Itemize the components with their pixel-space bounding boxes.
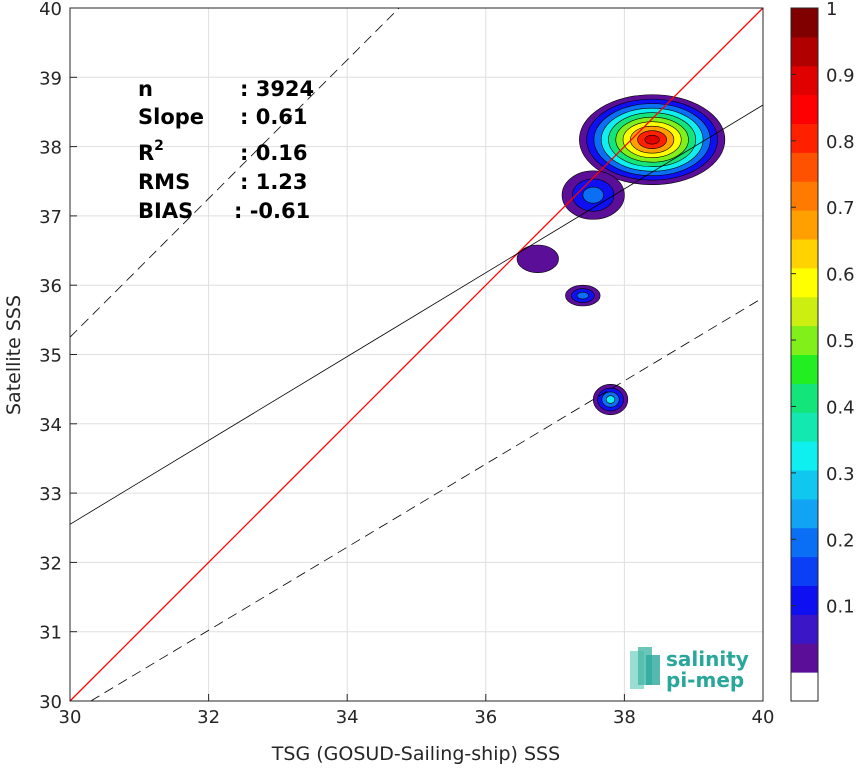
colorbar-segment <box>791 65 818 96</box>
logo-line1: salinity <box>666 647 749 671</box>
colorbar-tick-label: 0.3 <box>826 464 855 485</box>
one-to-one-line <box>69 7 764 702</box>
colorbar-segment <box>791 643 818 673</box>
density-contour-level <box>576 291 589 300</box>
colorbar-segment <box>791 94 818 124</box>
colorbar-segment <box>791 470 818 500</box>
density-contour-level <box>582 186 604 204</box>
logo-wave-icon <box>646 655 660 685</box>
y-tick-label: 30 <box>39 692 62 713</box>
stat-label: Slope <box>138 105 204 129</box>
colorbar-segment <box>791 210 818 240</box>
stats-box: n : 3924 Slope : 0.61 R2 : 0.16 RMS : 1.23 BIAS:… <box>138 77 314 223</box>
colorbar-segment <box>791 527 818 558</box>
colorbar-segment <box>791 556 818 586</box>
stat-label: RMS <box>138 170 190 194</box>
logo-line2: pi-mep <box>666 668 744 692</box>
y-tick-label: 32 <box>39 553 62 574</box>
colorbar-tick-label: 1 <box>826 0 837 20</box>
colorbar-segment <box>791 498 818 529</box>
stat-label: n <box>138 77 153 101</box>
colorbar-segment <box>791 123 818 153</box>
colorbar-tick-label: 0.6 <box>826 265 855 286</box>
regression-line <box>69 104 764 525</box>
stat-value: : 0.61 <box>240 105 308 129</box>
colorbar-segment <box>791 672 818 702</box>
y-tick-label: 37 <box>39 207 62 228</box>
stat-label: BIAS <box>138 199 193 223</box>
y-tick-label: 33 <box>39 484 62 505</box>
colorbar-segment <box>791 152 818 182</box>
colorbar-tick-label: 0.1 <box>826 597 855 618</box>
colorbar-segment <box>791 412 818 442</box>
y-axis-label: Satellite SSS <box>3 295 25 415</box>
x-axis-ticks: 30 32 34 36 38 40 <box>59 694 775 728</box>
stat-value: : 0.16 <box>240 141 308 165</box>
colorbar-segment <box>791 441 818 471</box>
density-contour-level <box>644 134 660 145</box>
y-tick-label: 38 <box>39 138 62 159</box>
density-contours <box>516 94 726 416</box>
colorbar-segment <box>791 239 818 269</box>
y-axis-ticks: 30 31 32 33 34 35 36 37 38 39 40 <box>39 0 77 713</box>
stat-value: : 1.23 <box>240 170 308 194</box>
x-tick-label: 40 <box>752 707 775 728</box>
colorbar-tick-label: 0.2 <box>826 530 855 551</box>
colorbar: 0.1 0.2 0.3 0.4 0.5 0.6 0.7 0.8 0.9 1 <box>790 0 855 702</box>
colorbar-tick-label: 0.7 <box>826 198 855 219</box>
x-tick-label: 32 <box>197 707 220 728</box>
y-tick-label: 35 <box>39 346 62 367</box>
colorbar-segment <box>791 614 818 644</box>
fit-lines <box>69 7 764 702</box>
stat-value: : 3924 <box>240 77 314 101</box>
colorbar-segment <box>791 383 818 413</box>
colorbar-segment <box>791 354 818 384</box>
colorbar-segment <box>791 296 818 327</box>
upper-bound-dashed-line <box>69 7 400 338</box>
colorbar-segment <box>791 8 818 38</box>
colorbar-segment <box>791 267 818 298</box>
colorbar-tick-label: 0.8 <box>826 132 855 153</box>
y-tick-label: 40 <box>39 0 62 20</box>
salinity-pimep-logo: salinity pi-mep <box>630 647 749 692</box>
colorbar-tick-label: 0.4 <box>826 397 855 418</box>
y-tick-label: 31 <box>39 623 62 644</box>
colorbar-segment <box>791 181 818 211</box>
colorbar-tick-label: 0.5 <box>826 331 855 352</box>
x-axis-label: TSG (GOSUD-Sailing-ship) SSS <box>271 743 560 765</box>
x-tick-label: 34 <box>336 707 359 728</box>
stat-value: : -0.61 <box>234 199 310 223</box>
x-tick-label: 38 <box>613 707 636 728</box>
colorbar-segment <box>791 36 818 67</box>
density-contour-level <box>605 395 616 404</box>
stat-label: R2 <box>138 138 164 165</box>
x-tick-label: 36 <box>474 707 497 728</box>
y-tick-label: 36 <box>39 276 62 297</box>
colorbar-segment <box>791 585 818 615</box>
lower-bound-dashed-line <box>90 297 764 702</box>
colorbar-frame <box>790 7 819 702</box>
x-tick-label: 30 <box>59 707 82 728</box>
y-tick-label: 39 <box>39 68 62 89</box>
colorbar-tick-label: 0.9 <box>826 65 855 86</box>
y-tick-label: 34 <box>39 415 62 436</box>
density-contour-level <box>516 244 559 274</box>
